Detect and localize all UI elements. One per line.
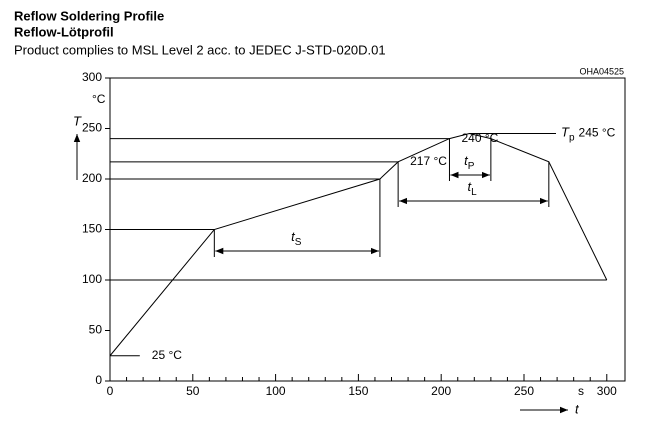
reference-label: 25 °C (152, 348, 182, 362)
x-axis-label: t (575, 401, 580, 416)
x-tick-label: 300 (597, 384, 617, 398)
interval-subscript: P (468, 161, 475, 172)
y-tick-label: 300 (82, 70, 102, 84)
reference-label: 240 °C (461, 131, 498, 145)
y-tick-label: 100 (82, 272, 102, 286)
profile-line (109, 133, 608, 357)
interval-symbol: t (464, 153, 469, 168)
interval-subscript: L (471, 187, 477, 198)
interval-label: tS (291, 229, 302, 247)
chart-subtitle: Reflow-Lötprofil (14, 24, 114, 39)
label-background (148, 347, 217, 364)
interval-label: tL (467, 179, 477, 197)
x-tick-label: 200 (431, 384, 451, 398)
y-tick-label: 0 (95, 373, 102, 387)
x-tick-label: 50 (186, 384, 200, 398)
y-tick-label: 250 (82, 121, 102, 135)
chart-description: Product complies to MSL Level 2 acc. to … (14, 42, 386, 57)
peak-subscript: p (569, 132, 575, 143)
x-tick-label: 150 (348, 384, 368, 398)
interval-symbol: t (467, 179, 472, 194)
x-tick-label: 100 (266, 384, 286, 398)
interval-symbol: t (291, 229, 296, 244)
x-tick-label: 0 (107, 384, 114, 398)
peak-text: 245 °C (579, 126, 616, 140)
y-unit: °C (92, 92, 106, 106)
x-tick-label: 250 (514, 384, 534, 398)
y-axis-label: T (73, 113, 82, 128)
figure-code: OHA04525 (579, 66, 624, 76)
reference-label: 217 °C (410, 154, 447, 168)
x-unit: s (578, 384, 584, 398)
y-tick-label: 150 (82, 222, 102, 236)
peak-label: Tp 245 °C (561, 125, 616, 143)
label-background (407, 153, 476, 170)
y-tick-label: 50 (89, 323, 103, 337)
interval-subscript: S (295, 237, 302, 248)
y-tick-label: 200 (82, 171, 102, 185)
interval-label: tP (464, 153, 475, 171)
chart-title: Reflow Soldering Profile (14, 8, 164, 23)
peak-symbol: T (561, 125, 570, 140)
